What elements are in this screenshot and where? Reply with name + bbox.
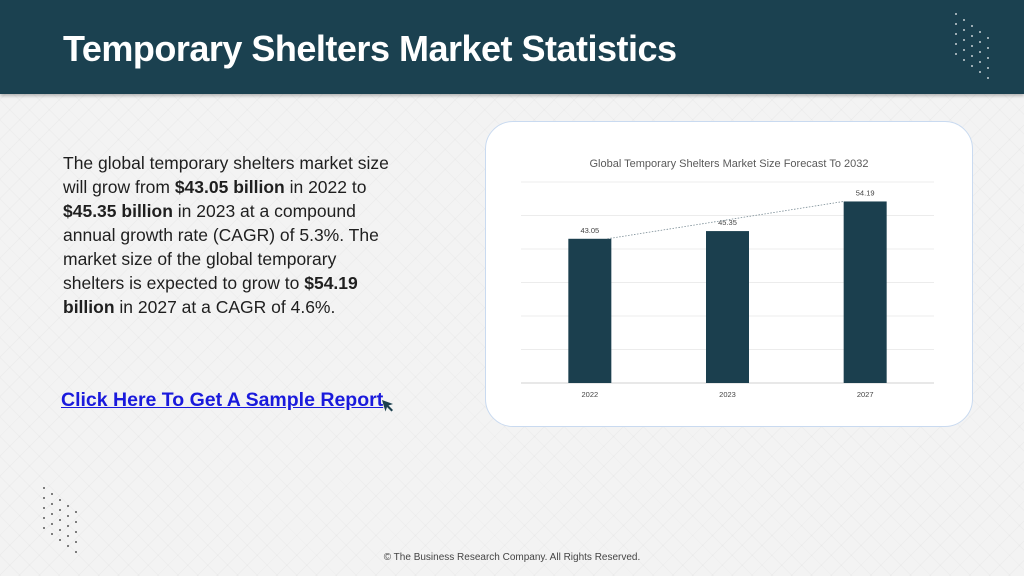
bar bbox=[843, 201, 887, 383]
market-summary-text: The global temporary shelters market siz… bbox=[63, 151, 393, 319]
bar-chart: 43.05 2022 45.35 2023 54.19 2027 bbox=[521, 181, 934, 399]
summary-text: in 2022 to bbox=[284, 177, 367, 197]
value-2022: $43.05 billion bbox=[174, 177, 285, 197]
x-tick-label: 2022 bbox=[581, 390, 598, 399]
value-2027: $54.19 billion bbox=[63, 273, 358, 317]
x-tick-label: 2023 bbox=[719, 390, 736, 399]
chart-card: Global Temporary Shelters Market Size Fo… bbox=[485, 121, 973, 427]
footer-copyright: © The Business Research Company. All Rig… bbox=[383, 552, 641, 563]
header-bar: Temporary Shelters Market Statistics bbox=[0, 0, 1024, 94]
page-title: Temporary Shelters Market Statistics bbox=[63, 28, 677, 69]
decorative-dots-bottom bbox=[43, 487, 77, 553]
data-label: 45.35 bbox=[718, 218, 737, 227]
chart-title: Global Temporary Shelters Market Size Fo… bbox=[589, 158, 869, 170]
data-label: 43.05 bbox=[580, 226, 599, 235]
data-label: 54.19 bbox=[856, 188, 875, 197]
x-tick-label: 2027 bbox=[857, 390, 874, 399]
sample-report-link[interactable]: Click Here To Get A Sample Report bbox=[61, 389, 384, 411]
value-2023: $45.35 billion bbox=[63, 201, 173, 221]
bar bbox=[568, 238, 612, 383]
decorative-dots-top bbox=[955, 13, 989, 79]
summary-text: in 2027 at a CAGR of 4.6%. bbox=[114, 297, 336, 317]
summary-text: The global temporary shelters market siz… bbox=[63, 153, 389, 197]
bar bbox=[706, 231, 749, 383]
trend-line bbox=[607, 201, 844, 240]
summary-text: in 2023 at a compound annual growth rate… bbox=[63, 201, 379, 293]
cursor-arrow-icon bbox=[382, 400, 393, 412]
